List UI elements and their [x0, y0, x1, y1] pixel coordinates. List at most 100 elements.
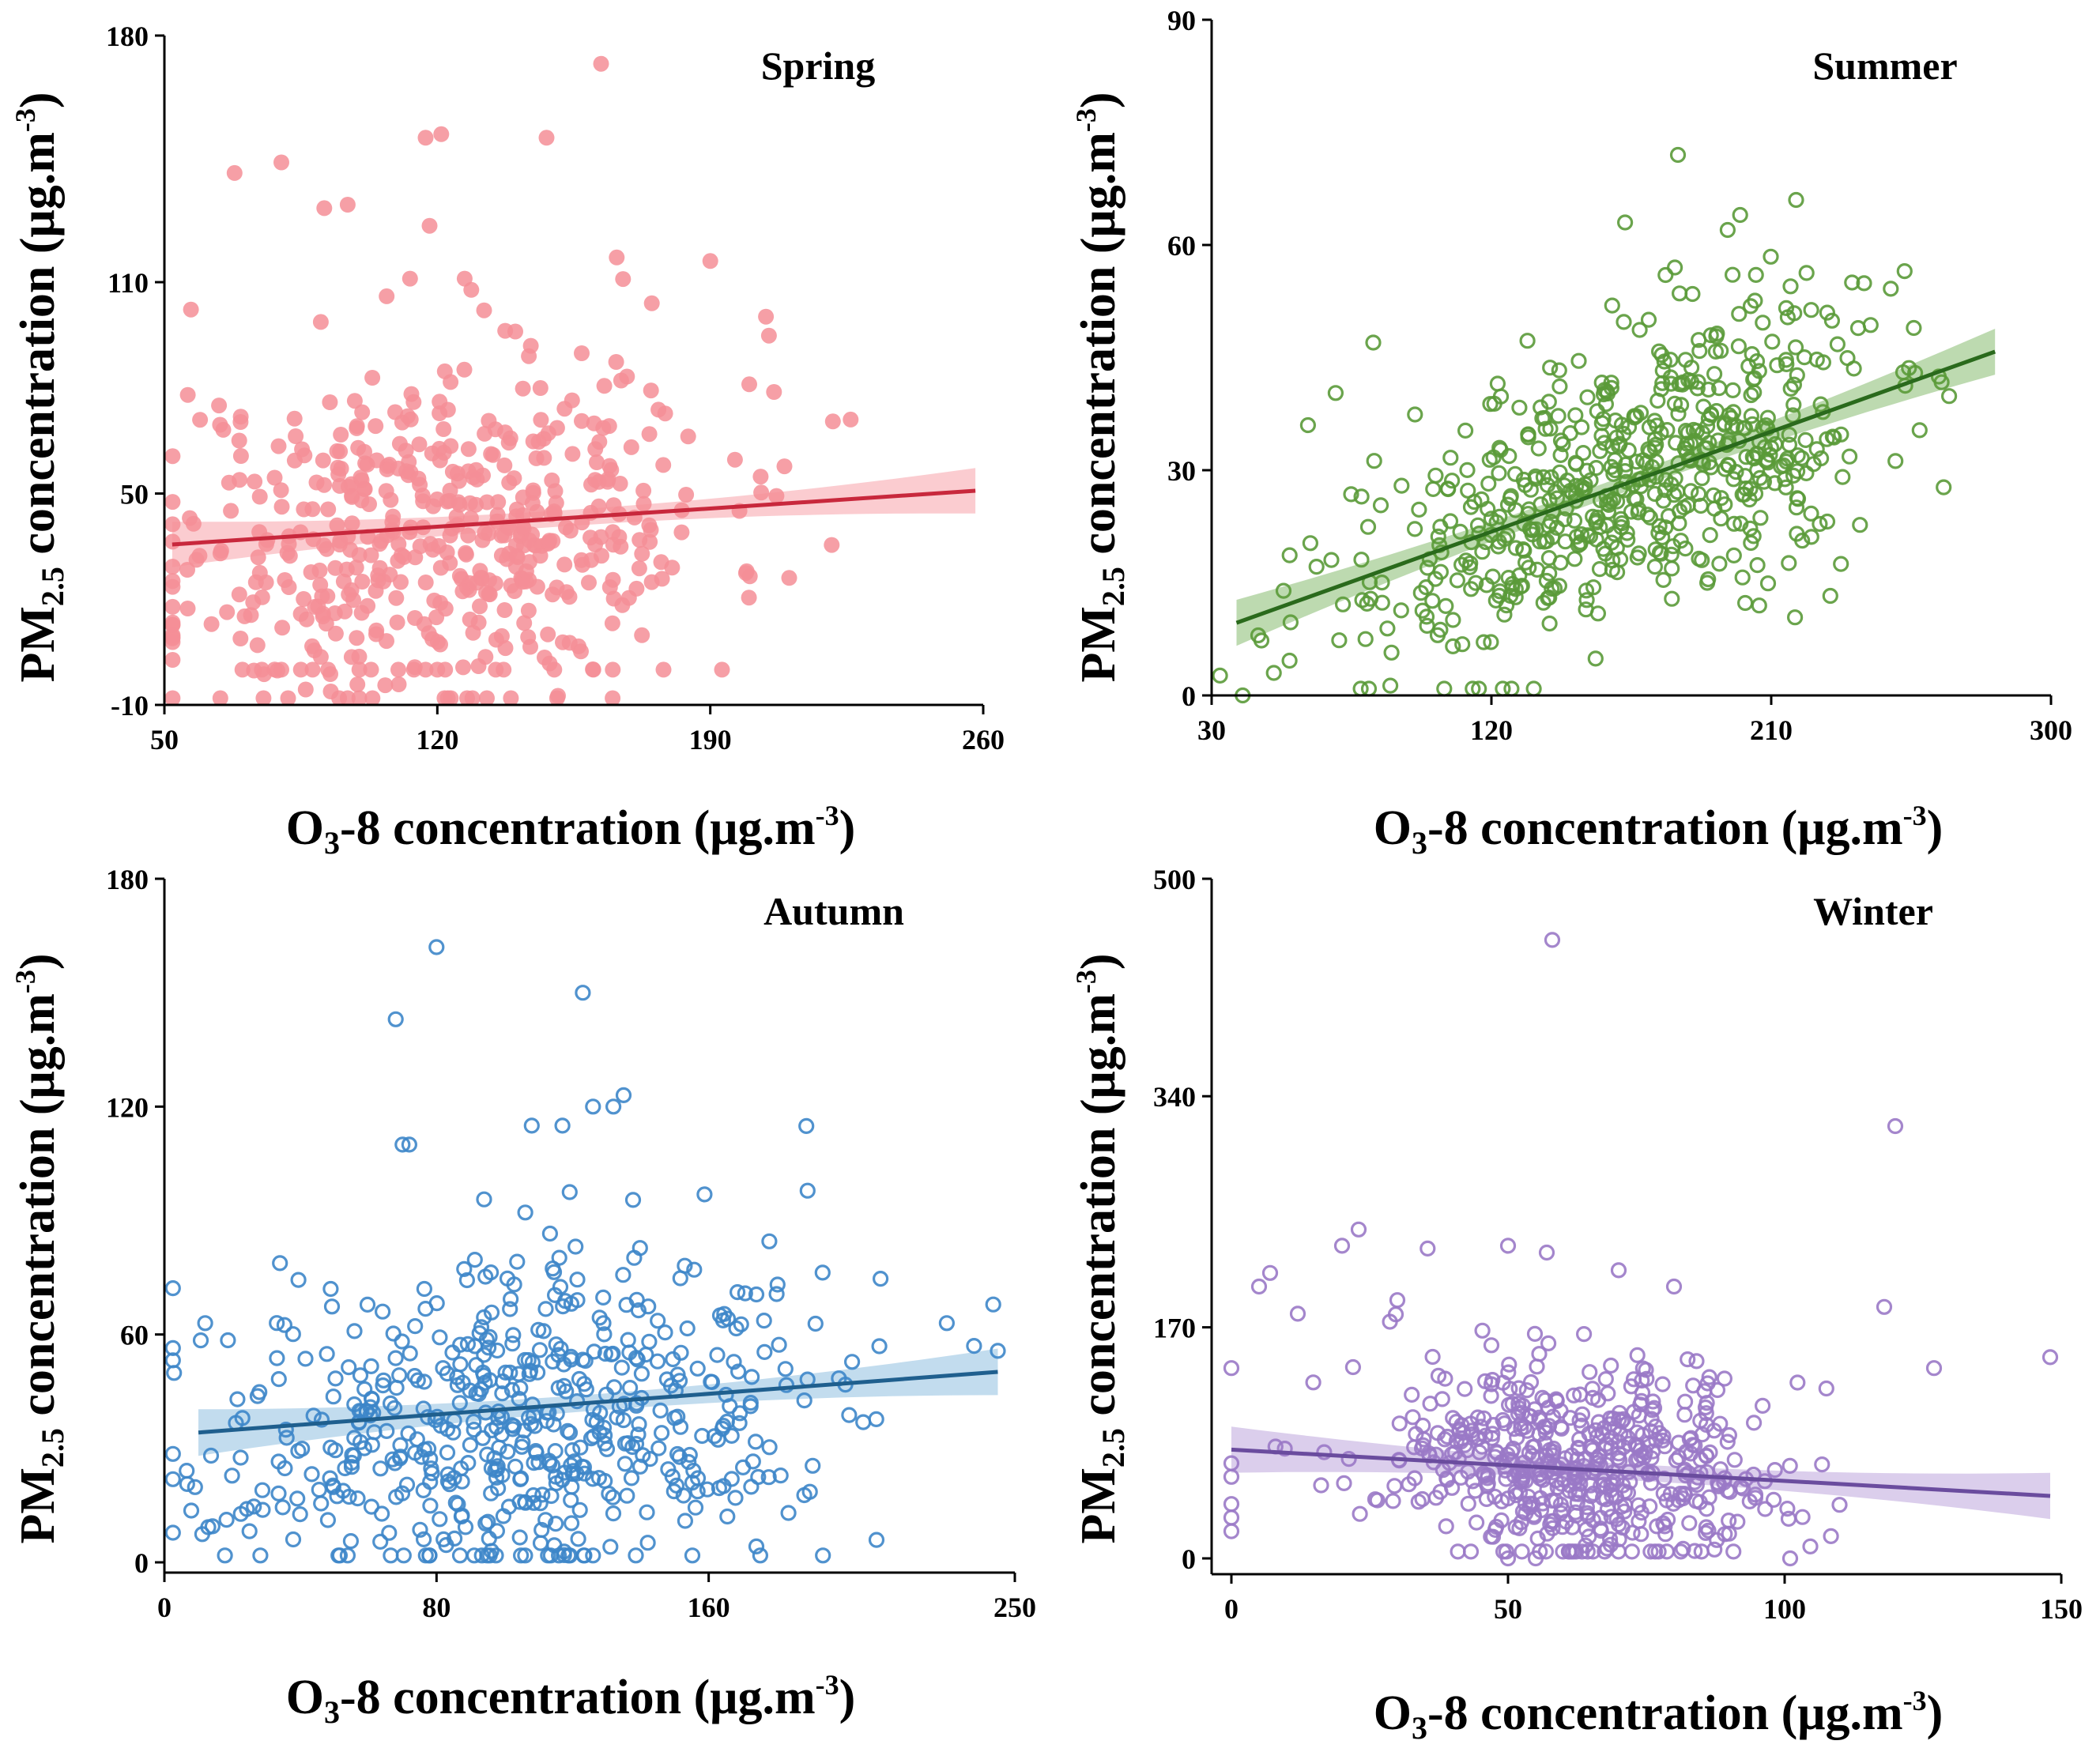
winter-data-point: [1344, 1358, 1362, 1376]
summer-data-point: [1631, 322, 1648, 338]
autumn-data-point: [798, 1117, 815, 1135]
winter-data-point: [1340, 1450, 1357, 1468]
winter-y-ticks: 0 170 340 500: [1153, 864, 1212, 1575]
summer-data-point: [1936, 479, 1952, 495]
spring-data-point: [432, 560, 449, 576]
summer-data-point: [1438, 597, 1454, 615]
autumn-data-point: [677, 1513, 694, 1529]
autumn-data-point: [801, 1483, 818, 1500]
autumn-data-point: [270, 1453, 287, 1470]
autumn-data-point: [653, 1425, 670, 1441]
autumn-y-ticks: 0 60 120 180: [106, 864, 164, 1579]
autumn-data-point: [715, 1478, 732, 1494]
winter-data-point: [1385, 1493, 1401, 1509]
autumn-data-point: [473, 1319, 490, 1336]
spring-data-point: [281, 579, 297, 595]
winter-data-point: [1665, 1278, 1683, 1295]
autumn-data-point: [246, 1498, 262, 1515]
autumn-data-point: [474, 1364, 492, 1381]
spring-data-point: [503, 690, 519, 705]
autumn-data-point: [468, 1385, 484, 1402]
winter-data-point: [1525, 1438, 1541, 1456]
spring-data-point: [164, 652, 181, 668]
summer-data-point: [1440, 480, 1457, 498]
summer-data-point: [1529, 561, 1546, 578]
summer-data-point: [1822, 587, 1838, 605]
spring-data-point: [615, 271, 632, 288]
summer-data-point: [1775, 457, 1792, 474]
winter-data-point: [1530, 1461, 1548, 1478]
autumn-data-point: [628, 1435, 645, 1452]
summer-data-point: [1379, 620, 1396, 637]
autumn-data-point: [525, 1486, 542, 1504]
autumn-data-point: [550, 1547, 567, 1564]
autumn-data-point: [652, 1402, 669, 1419]
spring-data-point: [462, 495, 478, 511]
autumn-data-point: [346, 1430, 363, 1446]
autumn-data-point: [768, 1286, 785, 1302]
winter-data-point: [1698, 1519, 1714, 1535]
summer-data-point: [1539, 477, 1556, 494]
winter-data-point: [1438, 1518, 1454, 1535]
autumn-data-point: [570, 1531, 586, 1547]
summer-data-point: [1453, 556, 1470, 573]
winter-data-point: [1555, 1501, 1571, 1519]
autumn-data-point: [855, 1414, 872, 1430]
autumn-data-point: [254, 1501, 271, 1518]
winter-data-point: [1553, 1420, 1570, 1437]
spring-x-axis-title: O3-8 concentration (μg.m-3): [286, 800, 856, 861]
summer-data-point: [1808, 441, 1825, 458]
winter-y-tick-label: 500: [1153, 864, 1196, 895]
autumn-data-point: [569, 1272, 586, 1288]
summer-data-point: [1651, 544, 1668, 561]
winter-data-point: [1484, 1528, 1502, 1545]
summer-data-point: [1736, 420, 1752, 436]
winter-data-point: [1676, 1463, 1692, 1479]
spring-data-point: [394, 547, 409, 563]
spring-data-point: [411, 436, 428, 453]
spring-data-point: [292, 661, 309, 678]
autumn-data-point: [730, 1363, 747, 1380]
autumn-data-point: [665, 1483, 682, 1500]
spring-data-point: [549, 579, 565, 596]
winter-data-point: [1350, 1221, 1367, 1238]
spring-y-ticks: -10 50 110 180: [106, 21, 164, 722]
summer-data-point: [1281, 652, 1298, 669]
winter-data-point: [1680, 1351, 1696, 1368]
autumn-data-point: [481, 1328, 498, 1346]
summer-data-point: [1491, 587, 1508, 605]
summer-data-point: [1669, 484, 1686, 500]
winter-data-point: [1585, 1485, 1602, 1502]
spring-data-point: [680, 428, 696, 445]
autumn-data-point: [681, 1453, 697, 1471]
summer-data-point: [1541, 615, 1558, 632]
autumn-data-point: [649, 1353, 666, 1370]
summer-data-point: [1551, 362, 1567, 379]
autumn-points: [164, 939, 1006, 1564]
autumn-data-point: [615, 1411, 632, 1429]
autumn-data-point: [843, 1354, 861, 1370]
winter-data-point: [1305, 1374, 1321, 1391]
autumn-data-point: [868, 1532, 885, 1548]
winter-data-point: [1462, 1415, 1479, 1432]
autumn-data-point: [640, 1298, 657, 1315]
summer-data-point: [1542, 360, 1559, 376]
spring-data-point: [583, 477, 599, 493]
summer-data-point: [1507, 540, 1525, 556]
spring-data-point: [354, 574, 371, 590]
summer-data-point: [1734, 569, 1751, 586]
spring-data-point: [273, 499, 290, 515]
winter-data-point: [1619, 1415, 1635, 1432]
summer-data-point: [1506, 465, 1524, 482]
autumn-data-point: [401, 1136, 418, 1153]
winter-data-point: [1554, 1519, 1571, 1535]
winter-data-point: [1502, 1381, 1518, 1397]
spring-data-point: [351, 648, 368, 665]
winter-data-point: [1562, 1410, 1578, 1426]
winter-data-point: [1457, 1437, 1473, 1453]
winter-x-tick-label: 50: [1494, 1593, 1522, 1625]
autumn-data-point: [483, 1422, 500, 1439]
summer-data-point: [1755, 473, 1772, 490]
spring-data-point: [368, 582, 384, 599]
autumn-data-point: [164, 1339, 181, 1357]
